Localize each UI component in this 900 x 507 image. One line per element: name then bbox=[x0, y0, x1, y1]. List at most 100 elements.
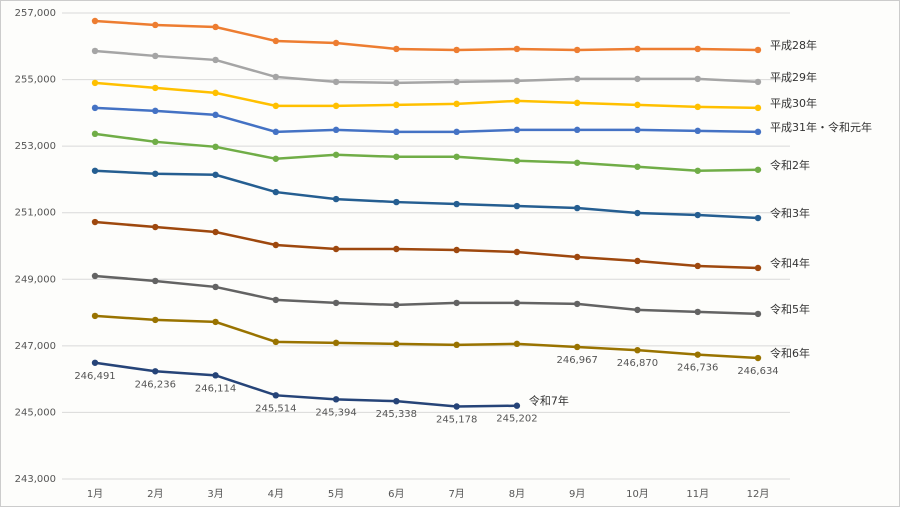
data-point bbox=[453, 341, 460, 349]
x-tick-label: 11月 bbox=[686, 488, 709, 500]
series-line bbox=[94, 132, 759, 173]
data-point bbox=[754, 78, 762, 86]
data-point bbox=[573, 300, 581, 308]
data-point bbox=[272, 241, 280, 249]
data-point bbox=[754, 104, 762, 112]
data-point bbox=[453, 78, 460, 86]
data-point bbox=[513, 126, 521, 134]
data-point bbox=[573, 253, 581, 261]
data-point bbox=[453, 128, 460, 136]
data-point bbox=[573, 75, 581, 83]
data-point bbox=[513, 77, 521, 85]
series-line bbox=[94, 220, 759, 270]
data-point bbox=[91, 312, 99, 320]
data-point bbox=[634, 101, 641, 109]
data-point bbox=[393, 340, 400, 348]
data-point bbox=[212, 171, 219, 178]
series-line bbox=[94, 169, 759, 220]
data-point bbox=[212, 143, 219, 151]
x-tick-label: 9月 bbox=[569, 488, 585, 500]
series-name: 令和5年 bbox=[770, 302, 810, 316]
data-point bbox=[212, 318, 219, 326]
data-point bbox=[393, 245, 400, 253]
data-point bbox=[453, 46, 460, 54]
data-point bbox=[573, 159, 581, 166]
data-point bbox=[212, 283, 219, 291]
data-point bbox=[332, 151, 340, 158]
data-label: 245,178 bbox=[436, 415, 477, 426]
data-label: 245,338 bbox=[376, 409, 417, 420]
data-point bbox=[332, 195, 340, 203]
series-line bbox=[94, 361, 517, 408]
data-point bbox=[272, 392, 280, 399]
data-point bbox=[332, 299, 340, 307]
data-point bbox=[332, 396, 340, 403]
data-point bbox=[393, 128, 400, 136]
x-tick-label: 1月 bbox=[87, 488, 103, 500]
series-line bbox=[94, 49, 759, 85]
data-point bbox=[393, 79, 400, 87]
data-point bbox=[634, 209, 641, 217]
data-point bbox=[513, 248, 521, 256]
data-point bbox=[393, 45, 400, 53]
data-point bbox=[634, 306, 641, 314]
data-label: 246,236 bbox=[135, 379, 176, 390]
data-point bbox=[754, 46, 762, 54]
data-point bbox=[754, 310, 762, 318]
data-point bbox=[393, 198, 400, 206]
data-point bbox=[694, 45, 701, 53]
data-point bbox=[634, 346, 641, 354]
data-point bbox=[393, 153, 400, 160]
data-point bbox=[573, 126, 581, 134]
data-point bbox=[152, 277, 159, 285]
data-point bbox=[513, 202, 521, 210]
data-point bbox=[694, 127, 701, 135]
data-point bbox=[694, 103, 701, 111]
data-point bbox=[152, 316, 159, 324]
series-line bbox=[94, 314, 759, 360]
y-tick-label: 255,000 bbox=[15, 75, 56, 86]
y-tick-label: 253,000 bbox=[15, 141, 56, 152]
data-point bbox=[91, 79, 99, 87]
data-label: 246,634 bbox=[737, 366, 778, 377]
series-name: 令和4年 bbox=[770, 256, 810, 270]
x-tick-label: 7月 bbox=[448, 488, 464, 500]
data-point bbox=[91, 272, 99, 280]
y-tick-label: 257,000 bbox=[15, 8, 56, 19]
data-point bbox=[634, 75, 641, 83]
data-point bbox=[634, 45, 641, 53]
data-label: 246,491 bbox=[74, 371, 115, 382]
x-tick-label: 3月 bbox=[207, 488, 223, 500]
data-point bbox=[694, 262, 701, 270]
series-line bbox=[94, 19, 759, 52]
data-point bbox=[332, 39, 340, 47]
data-point bbox=[272, 128, 280, 136]
data-point bbox=[272, 338, 280, 346]
data-point bbox=[453, 403, 460, 410]
data-point bbox=[694, 351, 701, 358]
series-name: 令和7年 bbox=[529, 394, 569, 408]
data-point bbox=[573, 46, 581, 54]
data-point bbox=[634, 163, 641, 170]
data-point bbox=[754, 166, 762, 173]
data-point bbox=[212, 228, 219, 236]
series-name: 令和3年 bbox=[770, 206, 810, 220]
data-point bbox=[453, 100, 460, 108]
data-point bbox=[332, 339, 340, 347]
series-line bbox=[94, 274, 759, 316]
data-point bbox=[393, 397, 400, 405]
x-tick-label: 2月 bbox=[147, 488, 163, 500]
data-point bbox=[453, 200, 460, 208]
series-name: 平成30年 bbox=[770, 96, 817, 110]
data-point bbox=[152, 138, 159, 146]
data-point bbox=[272, 73, 280, 81]
series-name: 令和6年 bbox=[770, 346, 810, 360]
data-point bbox=[573, 343, 581, 351]
data-point bbox=[272, 188, 280, 196]
x-tick-label: 6月 bbox=[388, 488, 404, 500]
data-point bbox=[91, 104, 99, 112]
data-point bbox=[393, 101, 400, 109]
data-point bbox=[453, 299, 460, 307]
data-point bbox=[152, 21, 159, 29]
